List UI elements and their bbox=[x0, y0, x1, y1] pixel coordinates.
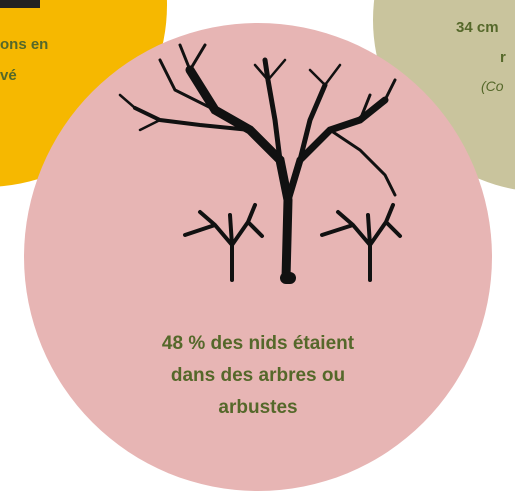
center-text: dans des arbres ou bbox=[171, 365, 345, 386]
left-text: ons en bbox=[0, 36, 48, 53]
page: ons en vé 34 cm r (Co 48 % des nids étai… bbox=[0, 0, 515, 492]
icon-fragment bbox=[0, 0, 40, 8]
pink-bubble bbox=[24, 23, 492, 491]
center-text: 48 % des nids étaient bbox=[162, 333, 355, 354]
right-text: 34 cm bbox=[456, 19, 499, 36]
left-text: vé bbox=[0, 67, 17, 84]
infographic: ons en vé 34 cm r (Co 48 % des nids étai… bbox=[0, 0, 515, 492]
right-text: (Co bbox=[481, 78, 504, 94]
center-text: arbustes bbox=[218, 397, 297, 418]
right-text: r bbox=[500, 49, 506, 66]
